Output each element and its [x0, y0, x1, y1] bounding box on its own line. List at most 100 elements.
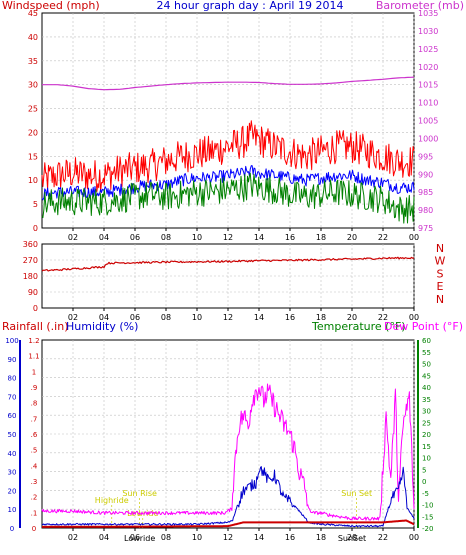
- temp-ytick-label: -10: [422, 502, 433, 510]
- temp-ytick-label: 10: [422, 455, 431, 463]
- hum-ytick-label: 30: [8, 469, 17, 477]
- wind-ytick-label: 45: [28, 9, 38, 18]
- hum-ytick-label: 100: [5, 337, 18, 345]
- rain-ytick-label: .5: [31, 447, 38, 455]
- event-label: Sun Rise: [122, 489, 157, 498]
- rain-ytick-label: 0: [32, 525, 36, 533]
- hum-xtick-label: 00: [409, 533, 419, 542]
- wind-speed-line: [41, 120, 415, 193]
- dir-xtick-label: 16: [285, 313, 295, 322]
- wind-ytick-label: 40: [28, 33, 38, 42]
- compass-letter: N: [436, 242, 444, 255]
- hum-ytick-label: 60: [8, 412, 17, 420]
- temp-ytick-label: 45: [422, 372, 431, 380]
- hum-xtick-label: 08: [161, 533, 171, 542]
- wind-ytick-label: 30: [28, 81, 38, 90]
- wind-ytick-label: 20: [28, 128, 38, 137]
- rain-ytick-label: .1: [31, 509, 38, 517]
- baro-ytick-label: 1035: [418, 9, 438, 18]
- hum-xtick-label: 04: [99, 533, 109, 542]
- wind-xtick-label: 16: [285, 233, 295, 242]
- temp-ytick-label: 60: [422, 337, 431, 345]
- wind-ytick-label: 0: [33, 224, 38, 233]
- hum-ytick-label: 40: [8, 450, 17, 458]
- temp-ytick-label: 20: [422, 431, 431, 439]
- wind-ytick-label: 10: [28, 176, 38, 185]
- wind-xtick-label: 02: [68, 233, 78, 242]
- rainfall-line: [41, 519, 415, 528]
- dir-xtick-label: 00: [409, 313, 419, 322]
- hum-ytick-label: 80: [8, 375, 17, 383]
- wind-xtick-label: 10: [192, 233, 202, 242]
- temp-ytick-label: 0: [422, 478, 426, 486]
- hum-ytick-label: 10: [8, 506, 17, 514]
- baro-ytick-label: 1000: [418, 134, 438, 143]
- compass-letter: W: [435, 255, 446, 268]
- rain-ytick-label: 1.1: [28, 353, 39, 361]
- event-label: SunSet: [338, 534, 366, 543]
- dir-ytick-label: 0: [33, 304, 38, 313]
- wind-xtick-label: 14: [254, 233, 264, 242]
- hum-xtick-label: 16: [285, 533, 295, 542]
- dewpoint-axis-label: Dew Point (°F): [384, 320, 463, 333]
- rain-ytick-label: .8: [31, 400, 38, 408]
- dir-xtick-label: 18: [316, 313, 326, 322]
- hum-xtick-label: 02: [68, 533, 78, 542]
- baro-ytick-label: 1025: [418, 45, 438, 54]
- temp-ytick-label: -5: [422, 490, 429, 498]
- wind-xtick-label: 22: [378, 233, 388, 242]
- event-label: Lowride: [124, 534, 155, 543]
- temp-ytick-label: 30: [422, 408, 431, 416]
- baro-ytick-label: 975: [418, 224, 433, 233]
- temperature-axis-label: Temperature (°F): [311, 320, 406, 333]
- hum-ytick-label: 0: [10, 525, 14, 533]
- wind-xtick-label: 04: [99, 233, 109, 242]
- dir-xtick-label: 20: [347, 313, 357, 322]
- wind-ytick-label: 15: [28, 152, 38, 161]
- compass-letter: S: [437, 267, 444, 280]
- dir-ytick-label: 360: [23, 240, 38, 249]
- rain-ytick-label: .4: [31, 462, 38, 470]
- humidity-axis-label: Humidity (%): [66, 320, 138, 333]
- dir-xtick-label: 02: [68, 313, 78, 322]
- dir-ytick-label: 270: [23, 256, 38, 265]
- hum-xtick-label: 14: [254, 533, 264, 542]
- rain-ytick-label: .2: [31, 494, 38, 502]
- baro-ytick-label: 980: [418, 206, 433, 215]
- hum-xtick-label: 10: [192, 533, 202, 542]
- hum-xtick-label: 18: [316, 533, 326, 542]
- rain-ytick-label: 1.2: [28, 337, 39, 345]
- temp-ytick-label: 40: [422, 384, 431, 392]
- hum-ytick-label: 90: [8, 356, 17, 364]
- rainfall-axis-label: Rainfall (.in): [2, 320, 69, 333]
- baro-ytick-label: 1005: [418, 117, 438, 126]
- rain-ytick-label: .9: [31, 384, 38, 392]
- chart-title: 24 hour graph day : April 19 2014: [157, 0, 344, 12]
- compass-letter: E: [437, 280, 444, 293]
- dewpoint-line: [41, 383, 415, 521]
- dir-xtick-label: 10: [192, 313, 202, 322]
- temp-ytick-label: -20: [422, 525, 433, 533]
- baro-ytick-label: 990: [418, 170, 433, 179]
- hum-xtick-label: 20: [347, 533, 357, 542]
- dir-xtick-label: 08: [161, 313, 171, 322]
- dir-xtick-label: 22: [378, 313, 388, 322]
- temp-ytick-label: 55: [422, 349, 431, 357]
- temp-ytick-label: 50: [422, 361, 431, 369]
- baro-ytick-label: 995: [418, 152, 433, 161]
- event-label: Highride: [95, 496, 129, 505]
- baro-ytick-label: 1010: [418, 99, 438, 108]
- dir-ytick-label: 90: [28, 288, 38, 297]
- hum-ytick-label: 50: [8, 431, 17, 439]
- barometer-line: [42, 76, 415, 91]
- wind-ytick-label: 5: [33, 200, 38, 209]
- temp-ytick-label: 15: [422, 443, 431, 451]
- wind-xtick-label: 00: [409, 233, 419, 242]
- compass-letter: N: [436, 293, 444, 306]
- baro-ytick-label: 1015: [418, 81, 438, 90]
- temp-ytick-label: 35: [422, 396, 431, 404]
- humidity-line: [41, 466, 415, 528]
- dir-xtick-label: 04: [99, 313, 109, 322]
